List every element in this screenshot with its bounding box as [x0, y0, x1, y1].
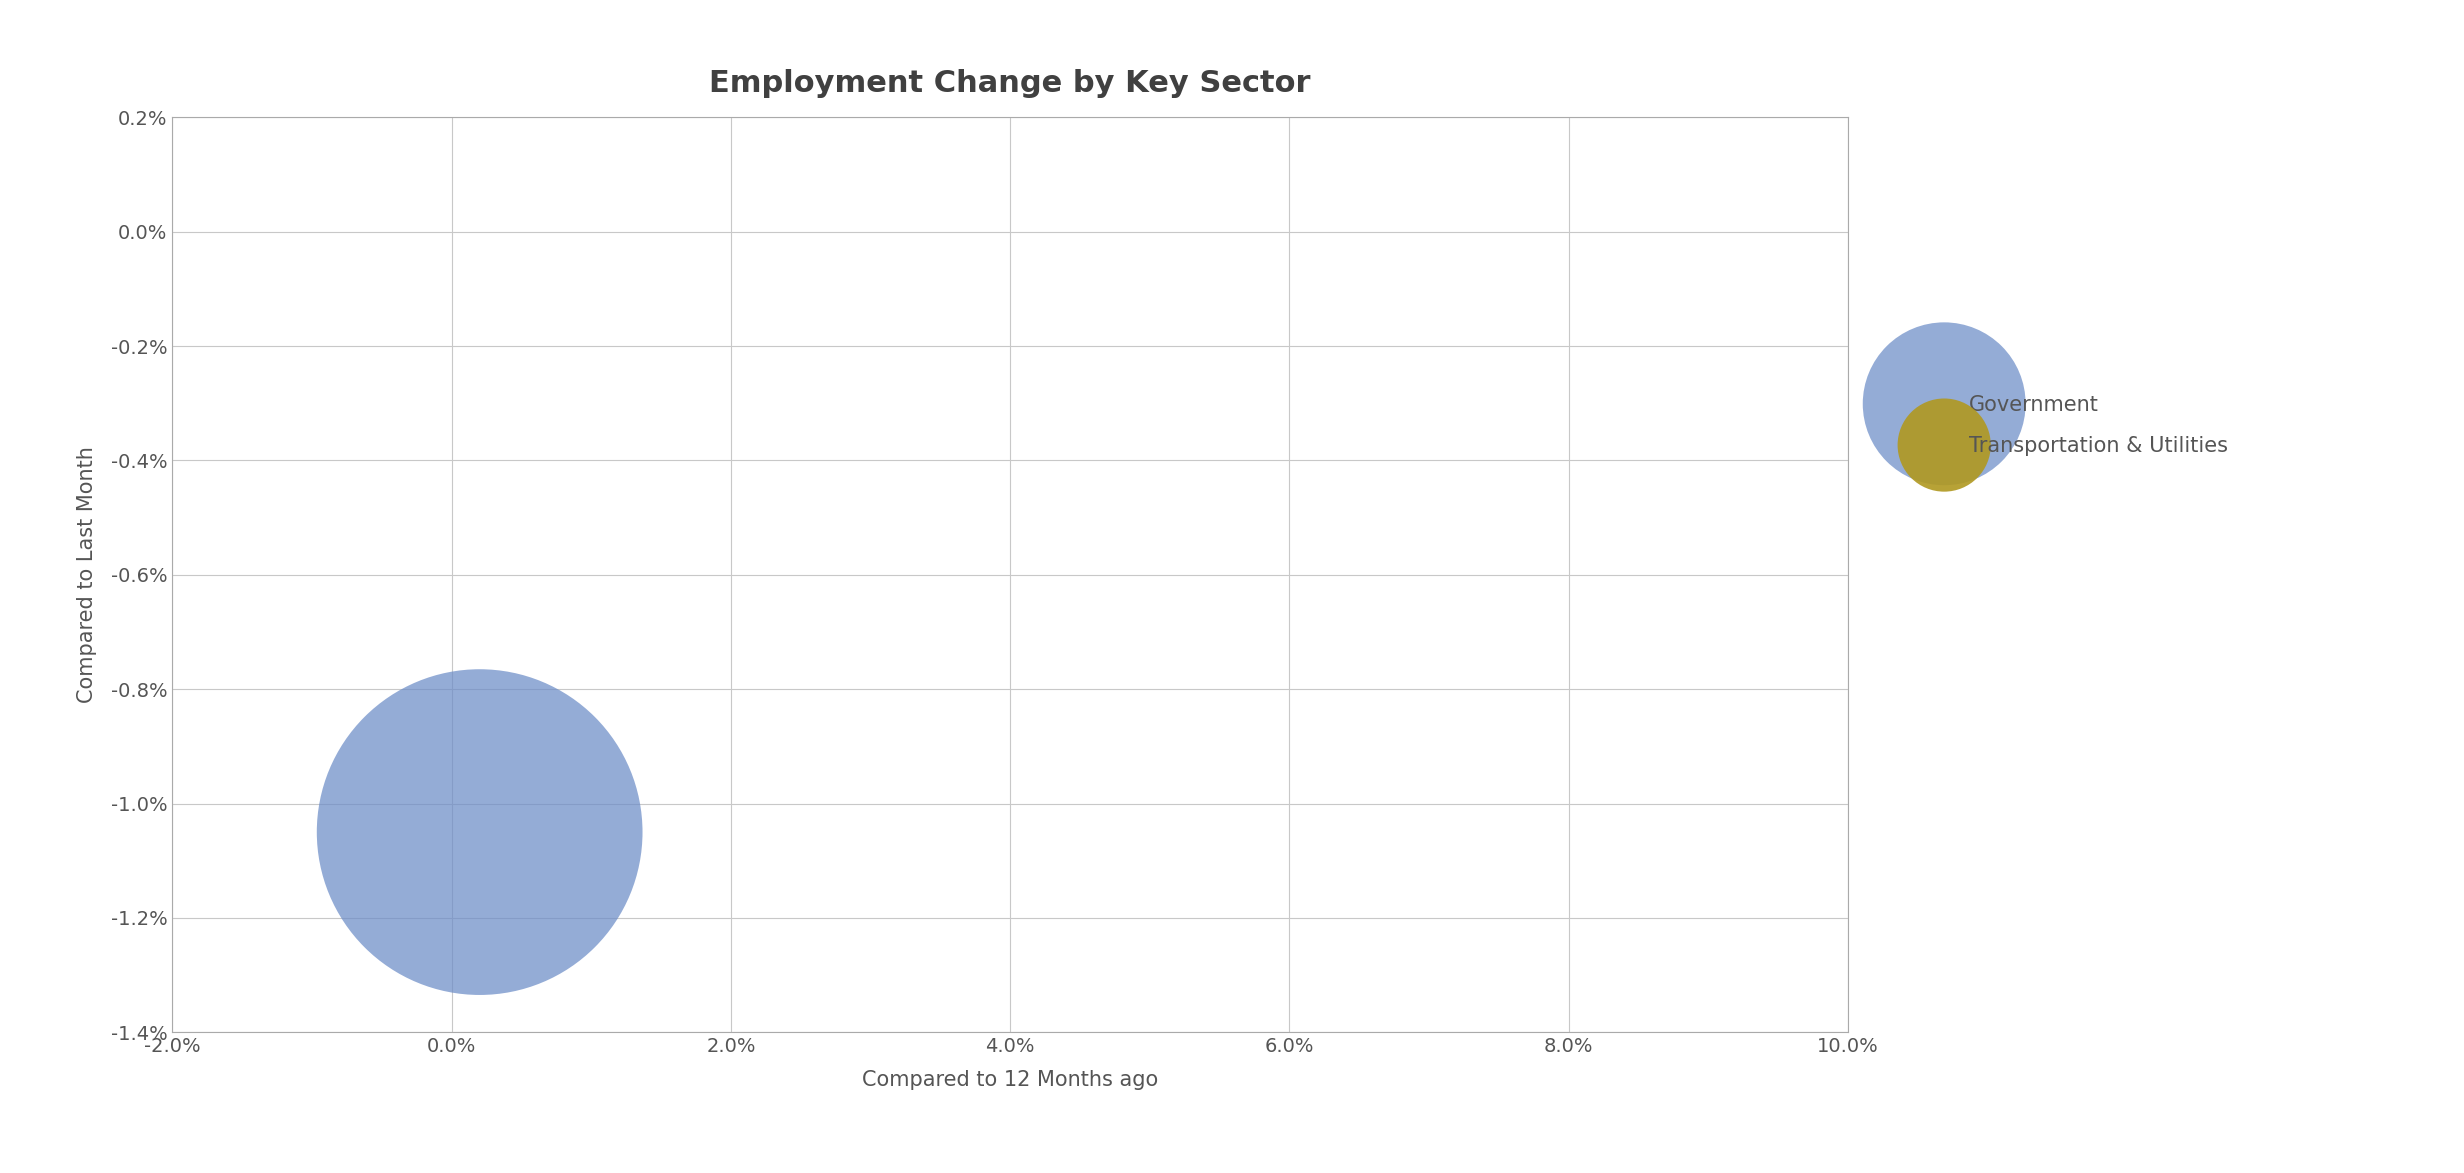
Legend: Government, Transportation & Utilities: Government, Transportation & Utilities: [1924, 384, 2240, 467]
Y-axis label: Compared to Last Month: Compared to Last Month: [76, 447, 96, 703]
Title: Employment Change by Key Sector: Employment Change by Key Sector: [710, 69, 1311, 99]
X-axis label: Compared to 12 Months ago: Compared to 12 Months ago: [862, 1070, 1158, 1090]
Government: [461, 822, 500, 841]
